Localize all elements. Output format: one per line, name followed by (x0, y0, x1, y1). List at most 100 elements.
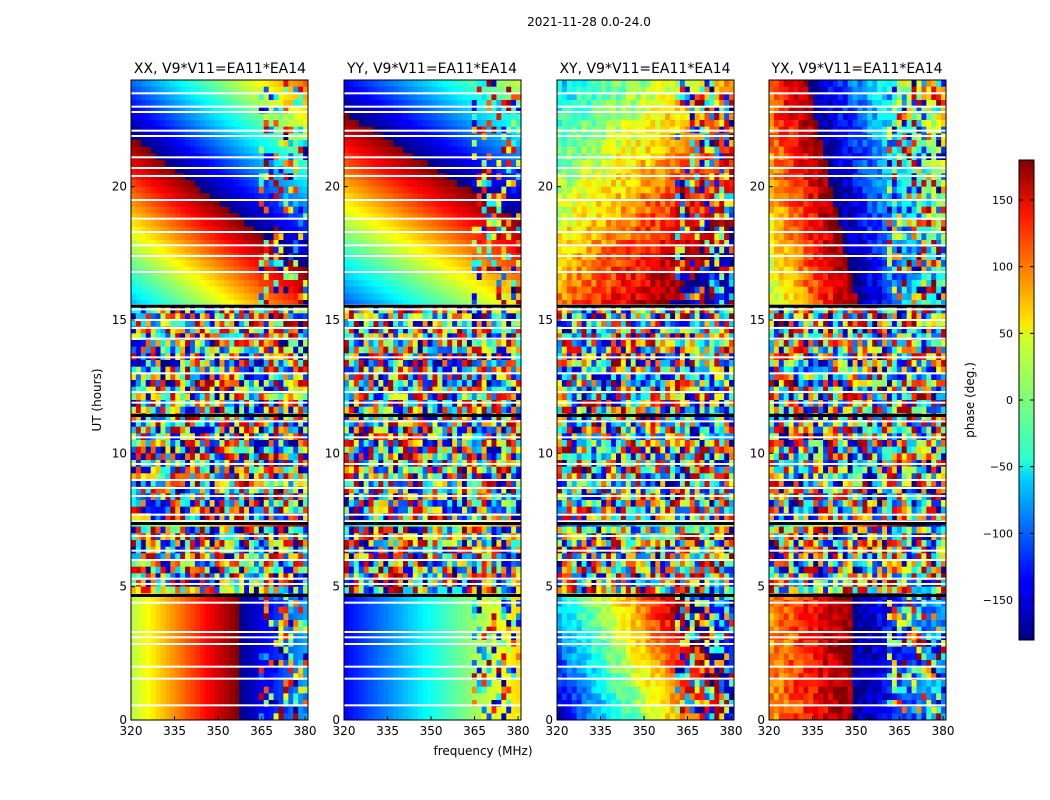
heatmap-cell (476, 273, 483, 281)
heatmap-cell (209, 266, 215, 274)
heatmap-cell (165, 620, 171, 628)
heatmap-cell (160, 500, 166, 508)
heatmap-cell (131, 466, 137, 474)
heatmap-cell (417, 146, 424, 154)
heatmap-cell (398, 220, 404, 228)
heatmap-cell (239, 260, 245, 268)
heatmap-cell (155, 420, 161, 428)
heatmap-cell (150, 680, 156, 688)
heatmap-cell (516, 326, 522, 334)
heatmap-cell (258, 586, 265, 594)
heatmap-cell (383, 246, 389, 254)
heatmap-cell (447, 266, 453, 274)
heatmap-cell (373, 293, 379, 301)
heatmap-cell (209, 526, 215, 534)
heatmap-cell (131, 526, 137, 534)
heatmap-cell (234, 366, 240, 374)
heatmap-cell (437, 233, 443, 241)
heatmap-cell (283, 706, 289, 714)
heatmap-cell (447, 340, 453, 348)
heatmap-cell (476, 226, 483, 234)
heatmap-cell (209, 566, 215, 574)
heatmap-cell (204, 346, 211, 354)
heatmap-cell (263, 266, 270, 274)
heatmap-cell (253, 140, 260, 148)
heatmap-cell (234, 160, 240, 168)
heatmap-cell (358, 186, 365, 194)
heatmap-cell (170, 586, 176, 594)
heatmap-cell (481, 273, 487, 281)
heatmap-cell (344, 293, 350, 301)
heatmap-cell (175, 613, 181, 621)
heatmap-cell (417, 140, 424, 148)
heatmap-cell (199, 200, 206, 208)
heatmap-cell (383, 220, 389, 228)
heatmap-cell (398, 273, 404, 281)
heatmap-cell (263, 473, 270, 481)
heatmap-cell (486, 273, 492, 281)
heatmap-cell (170, 160, 176, 168)
heatmap-cell (204, 120, 211, 128)
heatmap-cell (234, 80, 240, 88)
heatmap-cell (190, 466, 196, 474)
heatmap-cell (229, 653, 235, 661)
heatmap-cell (209, 420, 215, 428)
heatmap-cell (283, 473, 289, 481)
heatmap-cell (175, 326, 181, 334)
heatmap-cell (398, 186, 404, 194)
heatmap-cell (476, 80, 483, 88)
heatmap-cell (180, 86, 186, 94)
heatmap-cell (442, 246, 448, 254)
flagged-gap (131, 308, 308, 311)
heatmap-cell (353, 186, 360, 194)
heatmap-cell (393, 80, 399, 88)
heatmap-cell (258, 406, 265, 414)
heatmap-cell (165, 160, 171, 168)
heatmap-cell (150, 160, 156, 168)
heatmap-cell (303, 480, 309, 488)
heatmap-cell (214, 366, 220, 374)
heatmap-cell (263, 246, 270, 254)
heatmap-cell (155, 106, 161, 114)
heatmap-cell (199, 273, 206, 281)
heatmap-cell (239, 606, 245, 614)
heatmap-cell (263, 420, 270, 428)
heatmap-cell (194, 713, 201, 721)
heatmap-cell (229, 453, 235, 461)
heatmap-cell (175, 426, 181, 434)
heatmap-cell (175, 446, 181, 454)
heatmap-cell (363, 340, 369, 348)
heatmap-cell (273, 500, 279, 508)
heatmap-cell (298, 220, 304, 228)
heatmap-cell (204, 313, 211, 321)
heatmap-cell (209, 626, 215, 634)
heatmap-cell (496, 200, 502, 208)
heatmap-cell (298, 200, 304, 208)
heatmap-cell (165, 453, 171, 461)
heatmap-cell (412, 320, 419, 328)
heatmap-cell (190, 180, 196, 188)
heatmap-cell (303, 380, 309, 388)
heatmap-cell (131, 706, 137, 714)
heatmap-cell (511, 193, 517, 201)
heatmap-cell (283, 700, 289, 708)
heatmap-cell (165, 180, 171, 188)
heatmap-cell (249, 393, 255, 401)
heatmap-cell (145, 346, 152, 354)
heatmap-cell (131, 113, 137, 121)
heatmap-cell (452, 113, 458, 121)
heatmap-cell (278, 166, 284, 174)
heatmap-cell (175, 673, 181, 681)
heatmap-cell (363, 300, 369, 308)
heatmap-cell (293, 333, 299, 341)
heatmap-cell (288, 293, 294, 301)
heatmap-cell (288, 506, 294, 514)
heatmap-cell (131, 300, 137, 308)
heatmap-cell (239, 166, 245, 174)
heatmap-cell (278, 300, 284, 308)
heatmap-cell (131, 213, 137, 221)
heatmap-cell (298, 506, 304, 514)
heatmap-cell (462, 206, 468, 214)
heatmap-cell (303, 226, 309, 234)
heatmap-cell (209, 140, 215, 148)
